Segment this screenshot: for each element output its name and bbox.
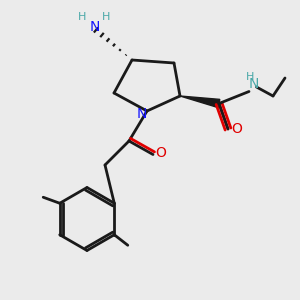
Text: H: H: [246, 72, 255, 82]
Text: N: N: [249, 77, 259, 91]
Polygon shape: [180, 96, 220, 108]
Text: N: N: [89, 20, 100, 34]
Text: H: H: [78, 12, 87, 22]
Text: O: O: [231, 122, 242, 136]
Text: H: H: [102, 12, 111, 22]
Text: O: O: [156, 146, 167, 160]
Text: N: N: [136, 107, 147, 121]
